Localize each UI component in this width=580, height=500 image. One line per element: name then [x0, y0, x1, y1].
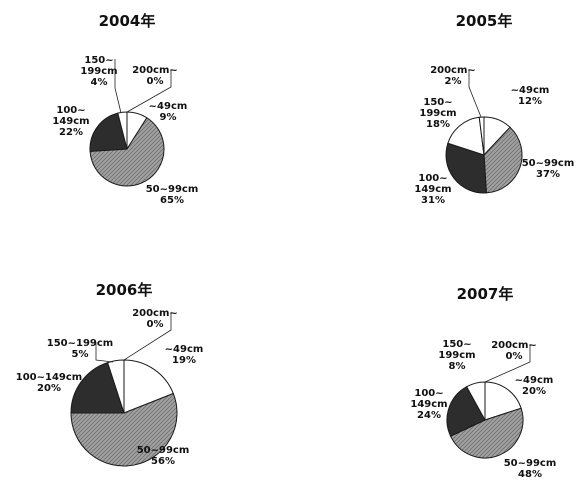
pie-slice — [70, 361, 125, 414]
slice-label: 50~99cm 37% — [522, 158, 575, 180]
pie-chart-1: 2004年 ~49cm 9% 50~99cm 65% 100~ 149cm 22% 150~ 19… — [52, 12, 198, 206]
slice-label: 200cm~ 0% — [132, 65, 178, 87]
slice-label: 150~ 199cm 4% — [80, 55, 117, 88]
pie-chart-2: 2005年 ~49cm 12% 50~99cm 37% 100~ 149cm 31% 150~ 1… — [414, 12, 574, 206]
leader-line — [484, 344, 531, 383]
slice-label: 200cm~ 2% — [430, 65, 476, 87]
slice-label: ~49cm 20% — [515, 375, 554, 397]
leader-line — [123, 312, 172, 361]
slice-label: 100~ 149cm 22% — [52, 105, 89, 138]
pie-slice — [484, 381, 522, 421]
pie-slice — [449, 407, 524, 459]
leader-line — [114, 59, 122, 114]
pie-slice — [446, 386, 486, 437]
slice-label: 50~99cm 65% — [146, 184, 199, 206]
pie-slice — [70, 392, 178, 467]
leader-line — [468, 69, 482, 118]
pie-slice — [106, 359, 125, 414]
chart-title: 2006年 — [96, 281, 153, 299]
slice-label: 50~99cm 56% — [137, 445, 190, 467]
leader-line — [95, 342, 114, 363]
slice-label: 50~99cm 48% — [504, 458, 557, 480]
pie-chart-4: 2007年 ~49cm 20% 50~99cm 48% 100~ 149cm 24% 150~ 1… — [410, 285, 556, 480]
slice-label: 200cm~ 0% — [132, 308, 178, 330]
slice-label: 150~199cm 5% — [47, 338, 113, 360]
slice-label: ~49cm 12% — [511, 85, 550, 107]
chart-title: 2007年 — [457, 285, 514, 303]
leader-line — [126, 69, 172, 113]
slice-label: 100~ 149cm 31% — [414, 173, 451, 206]
pie-slice — [89, 112, 128, 152]
pie-slice — [447, 116, 485, 156]
pie-slice — [445, 142, 487, 194]
pie-chart-3: 2006年 ~49cm 19% 50~99cm 56% 100~149cm 20% 150~1… — [16, 281, 204, 467]
chart-title: 2004年 — [99, 12, 156, 30]
pie-slice — [478, 116, 485, 156]
slice-label: 150~ 199cm 8% — [438, 339, 475, 372]
slice-label: 200cm~ 0% — [491, 340, 537, 362]
pie-slice — [466, 381, 486, 421]
chart-title: 2005年 — [456, 12, 513, 30]
pie-slice — [117, 111, 128, 150]
slice-label: 100~149cm 20% — [16, 372, 82, 394]
pie-slice — [483, 126, 523, 194]
slice-label: 150~ 199cm 18% — [419, 97, 456, 130]
slice-label: ~49cm 9% — [149, 101, 188, 123]
slice-label: ~49cm 19% — [165, 344, 204, 366]
pie-slice — [123, 359, 174, 414]
pie-slice — [89, 117, 165, 187]
slice-label: 100~ 149cm 24% — [410, 388, 447, 421]
